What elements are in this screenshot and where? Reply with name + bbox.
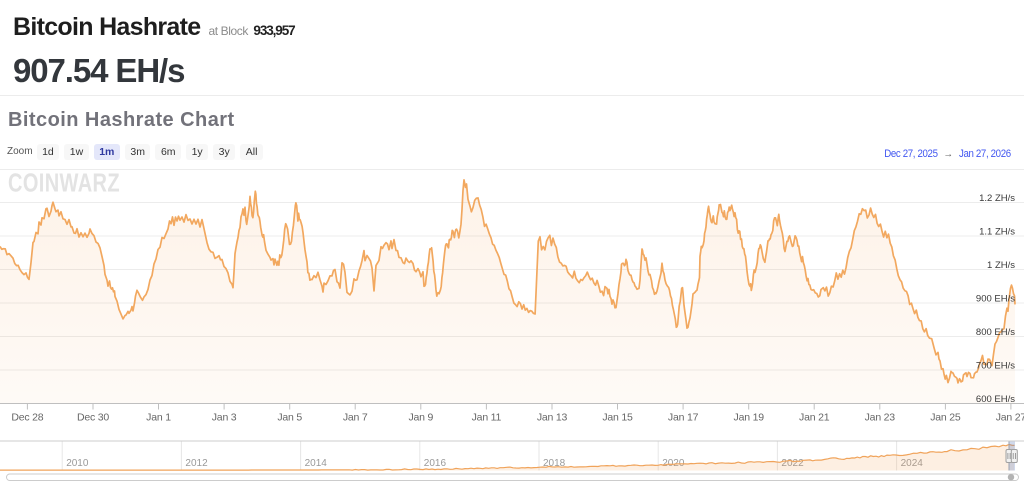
svg-text:Jan 7: Jan 7 — [343, 412, 368, 424]
svg-text:2014: 2014 — [305, 458, 328, 469]
svg-text:Jan 25: Jan 25 — [930, 412, 961, 424]
svg-text:2010: 2010 — [66, 458, 89, 469]
svg-text:Dec 30: Dec 30 — [77, 412, 109, 424]
svg-text:Jan 19: Jan 19 — [734, 412, 765, 424]
svg-text:800 EH/s: 800 EH/s — [976, 327, 1015, 338]
svg-text:600 EH/s: 600 EH/s — [976, 394, 1015, 405]
svg-text:Dec 28: Dec 28 — [11, 412, 43, 424]
svg-text:1.1 ZH/s: 1.1 ZH/s — [979, 227, 1015, 238]
svg-text:2018: 2018 — [543, 458, 566, 469]
svg-text:COINWARZ: COINWARZ — [8, 168, 120, 197]
svg-text:Jan 23: Jan 23 — [865, 412, 896, 424]
svg-text:Jan 11: Jan 11 — [472, 412, 502, 424]
svg-text:Jan 15: Jan 15 — [602, 412, 633, 424]
svg-text:2012: 2012 — [185, 458, 208, 469]
svg-text:2024: 2024 — [901, 458, 924, 469]
svg-text:Jan 13: Jan 13 — [537, 412, 568, 424]
svg-text:Jan 1: Jan 1 — [146, 412, 171, 424]
svg-text:Jan 5: Jan 5 — [277, 412, 302, 424]
svg-text:Jan 21: Jan 21 — [799, 412, 830, 424]
svg-text:2016: 2016 — [424, 458, 447, 469]
svg-text:2022: 2022 — [781, 458, 804, 469]
svg-text:Jan 27: Jan 27 — [996, 412, 1024, 424]
svg-text:Jan 9: Jan 9 — [408, 412, 433, 424]
svg-text:2020: 2020 — [662, 458, 685, 469]
svg-text:1.2 ZH/s: 1.2 ZH/s — [979, 193, 1015, 204]
svg-text:Jan 17: Jan 17 — [668, 412, 699, 424]
svg-text:Jan 3: Jan 3 — [212, 412, 237, 424]
svg-text:900 EH/s: 900 EH/s — [976, 294, 1015, 305]
svg-text:1 ZH/s: 1 ZH/s — [987, 260, 1015, 271]
svg-text:700 EH/s: 700 EH/s — [976, 361, 1015, 372]
